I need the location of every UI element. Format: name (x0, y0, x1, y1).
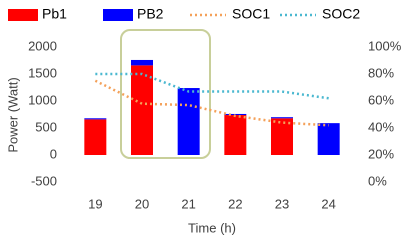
y-tick-label: 500 (35, 119, 57, 134)
legend-label: Pb1 (42, 6, 67, 22)
y2-tick-label: 0% (368, 173, 387, 188)
bar (131, 65, 153, 155)
legend-swatch (8, 9, 38, 21)
y2-tick-label: 100% (368, 38, 402, 53)
y2-tick-label: 20% (368, 146, 394, 161)
bar (271, 117, 293, 119)
line-series (94, 79, 329, 127)
legend-swatch (103, 9, 133, 21)
y-tick-label: 1000 (28, 92, 57, 107)
bar (224, 113, 247, 116)
bar (131, 59, 153, 66)
x-tick-label: 20 (135, 196, 149, 211)
highlight-box (120, 29, 211, 159)
bar (177, 88, 200, 155)
x-tick-label: 22 (228, 196, 242, 211)
x-tick-label: 21 (181, 196, 195, 211)
y-tick-label: 1500 (28, 65, 57, 80)
y2-tick-label: 60% (368, 92, 394, 107)
bar (317, 123, 340, 155)
y-axis-title: Power (Watt) (5, 77, 20, 152)
legend-label: SOC2 (322, 6, 360, 22)
x-axis-title: Time (h) (188, 220, 236, 235)
bar (271, 118, 293, 155)
bar (84, 118, 107, 120)
line-series (95, 72, 329, 100)
y2-tick-label: 40% (368, 119, 394, 134)
x-tick-label: 24 (321, 196, 335, 211)
y-tick-label: -500 (31, 173, 57, 188)
y2-tick-label: 80% (368, 65, 394, 80)
legend-label: SOC1 (232, 6, 270, 22)
y-tick-label: 0 (50, 146, 57, 161)
y-tick-label: 2000 (28, 38, 57, 53)
x-tick-label: 19 (88, 196, 102, 211)
x-tick-label: 23 (275, 196, 289, 211)
bar (84, 119, 107, 155)
legend-label: PB2 (137, 6, 164, 22)
bar (224, 115, 247, 155)
